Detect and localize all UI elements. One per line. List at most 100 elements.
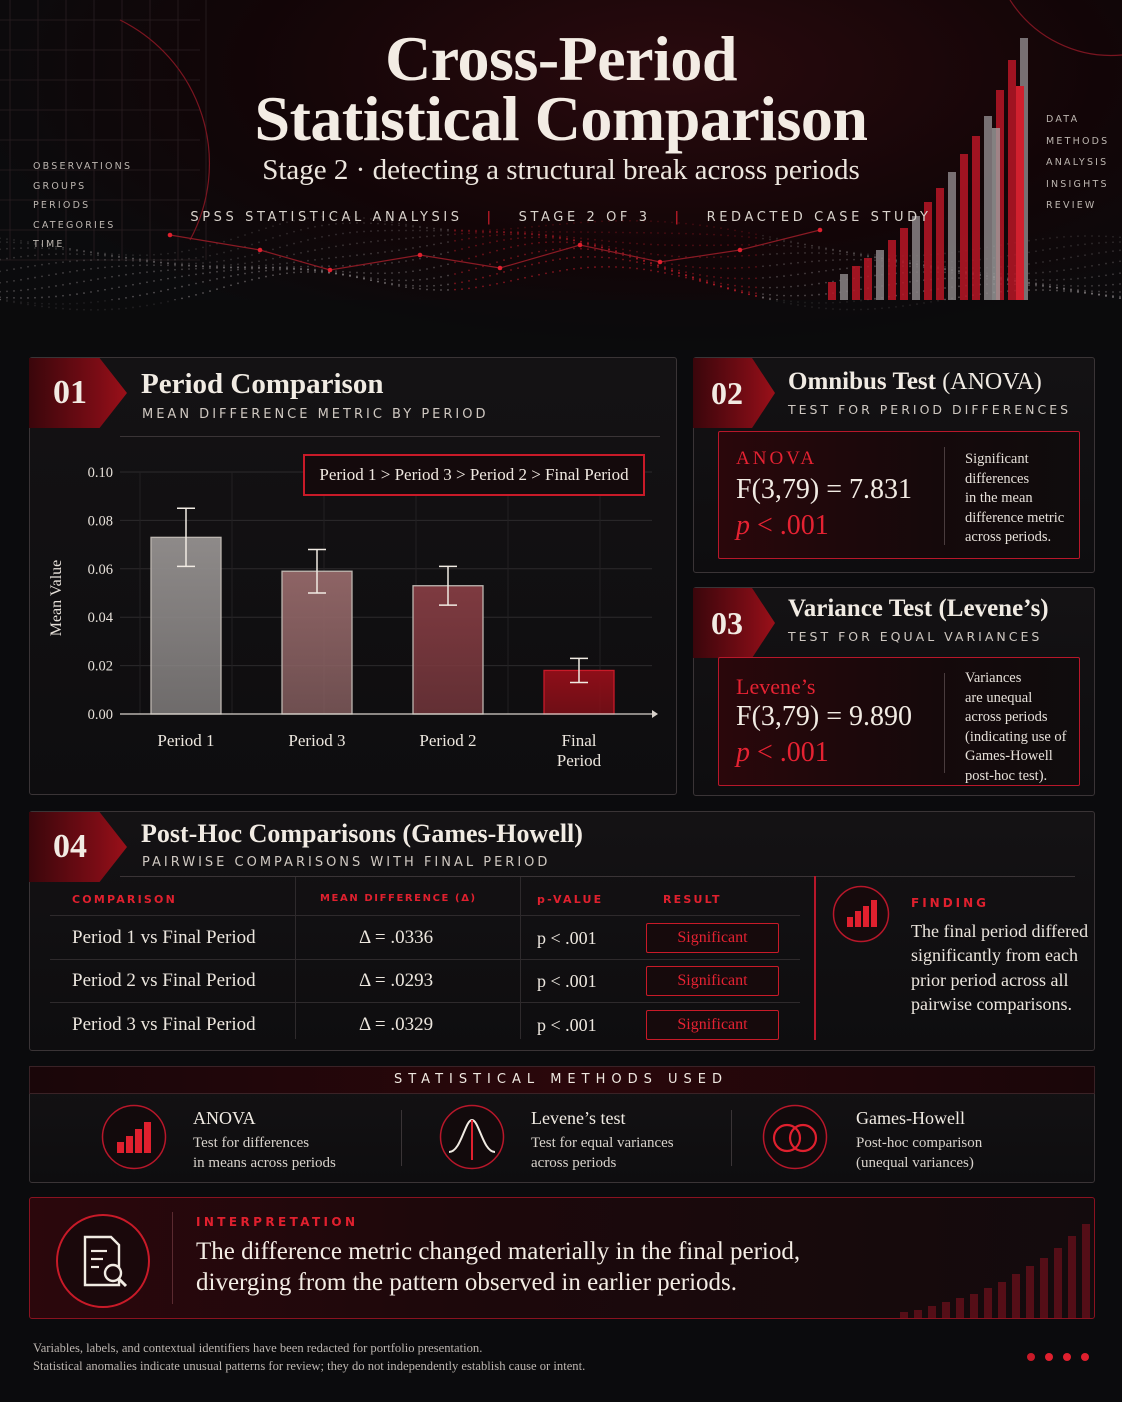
wave-dot: [223, 270, 225, 272]
wave-dot: [650, 243, 652, 246]
wave-dot: [727, 277, 729, 280]
wave-dot: [34, 287, 36, 290]
wave-dot: [293, 230, 295, 233]
wave-dot: [20, 247, 22, 250]
column-header: RESULT: [663, 893, 722, 906]
wave-dot: [27, 242, 29, 245]
wave-dot: [461, 248, 463, 250]
keyword: INSIGHTS: [1046, 178, 1109, 190]
wave-dot: [1042, 261, 1044, 263]
wave-dot: [1112, 273, 1114, 276]
wave-dot: [1098, 263, 1100, 266]
wave-dot: [1056, 289, 1058, 292]
p-value: p < .001: [736, 737, 829, 769]
wave-dot: [174, 268, 176, 271]
delta-cell: Δ = .0336: [359, 927, 434, 948]
wave-dot: [580, 221, 582, 224]
wave-dot: [405, 248, 407, 251]
wave-dot: [496, 234, 498, 237]
wave-dot: [566, 257, 568, 260]
wave-dot: [55, 285, 57, 287]
wave-dot: [286, 244, 288, 247]
significant-badge: Significant: [646, 966, 779, 996]
wave-dot: [545, 234, 547, 237]
wave-dot: [510, 230, 512, 233]
wave-dot: [461, 232, 463, 235]
wave-dot: [622, 241, 624, 244]
wave-dot: [636, 250, 638, 253]
wave-dot: [545, 272, 547, 275]
wave-dot: [349, 231, 351, 234]
wave-dot: [958, 266, 960, 269]
wave-dot: [1112, 250, 1114, 253]
wave-dot: [342, 255, 344, 258]
wave-dot: [244, 272, 246, 275]
wave-dot: [139, 272, 141, 274]
wave-dot: [118, 255, 120, 258]
wave-dot: [958, 260, 960, 263]
wave-dot: [223, 286, 225, 289]
wave-dot: [27, 255, 29, 257]
page-title-line-2: Statistical Comparison: [254, 83, 869, 154]
wave-dot: [657, 263, 659, 266]
desc-line: across periods: [531, 1155, 617, 1171]
wave-dot: [629, 256, 631, 258]
wave-dot: [279, 246, 281, 249]
wave-dot: [188, 284, 190, 286]
wave-dot: [608, 245, 610, 248]
wave-dot: [377, 263, 379, 266]
wave-dot: [1049, 259, 1051, 262]
wave-dot: [755, 265, 757, 268]
wave-dot: [762, 265, 764, 268]
wave-dot: [650, 220, 652, 223]
wave-dot: [251, 243, 253, 246]
wave-dot: [160, 269, 162, 272]
wave-dot: [1049, 279, 1051, 281]
wave-dot: [524, 233, 526, 236]
x-tick-label: Period 3: [288, 731, 345, 750]
wave-dot: [27, 297, 29, 299]
wave-dot: [125, 259, 127, 262]
wave-dot: [706, 233, 708, 236]
wave-dot: [587, 241, 589, 244]
wave-dot: [1098, 293, 1100, 296]
wave-dot: [188, 264, 190, 267]
footnote-line: Statistical anomalies indicate unusual p…: [33, 1358, 586, 1373]
wave-dot: [174, 263, 176, 265]
wave-dot: [552, 236, 554, 239]
wave-dot: [342, 264, 344, 267]
wave-dot: [181, 263, 183, 266]
wave-dot: [328, 215, 330, 218]
wave-dot: [412, 225, 414, 228]
wave-dot: [825, 247, 827, 250]
wave-dot: [685, 276, 687, 279]
wave-dot: [90, 253, 92, 256]
wave-dot: [125, 296, 127, 299]
wave-dot: [846, 258, 848, 261]
stat-value: F(3,79) = 9.890: [736, 701, 913, 732]
wave-dot: [944, 271, 946, 274]
wave-dot: [713, 276, 715, 278]
wave-dot: [720, 227, 722, 230]
row-divider: [50, 959, 800, 960]
wave-dot: [188, 249, 190, 252]
wave-dot: [685, 271, 687, 274]
wave-dot: [559, 236, 561, 239]
wave-dot: [34, 242, 36, 244]
wave-dot: [258, 260, 260, 263]
wave-dot: [524, 276, 526, 279]
wave-dot: [552, 223, 554, 226]
wave-dot: [27, 247, 29, 249]
trend-point: [817, 227, 823, 233]
wave-dot: [839, 249, 841, 252]
wave-dot: [958, 269, 960, 272]
wave-dot: [293, 267, 295, 270]
stat-label: ANOVA: [736, 448, 818, 469]
wave-dot: [20, 297, 22, 299]
wave-dot: [811, 252, 813, 254]
tag-case: REDACTED CASE STUDY: [706, 210, 932, 225]
wave-dot: [160, 278, 162, 281]
wave-dot: [1070, 268, 1072, 271]
wave-dot: [762, 253, 764, 256]
wave-dot: [125, 256, 127, 259]
